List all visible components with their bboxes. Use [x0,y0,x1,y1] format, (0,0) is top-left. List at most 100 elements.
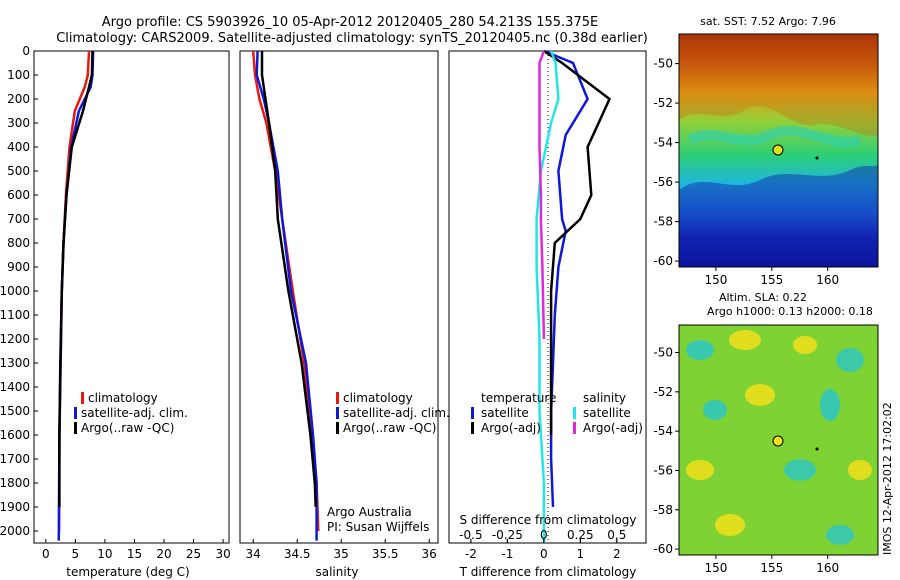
series-line-2 [543,49,612,435]
temperature-lines [57,50,95,541]
difference-legend: temperature satellite Argo(-adj) salinit… [471,391,643,435]
sla-high-5 [848,460,872,480]
salinity-note-institution: Argo Australia [327,505,412,519]
sla-low-6 [826,525,854,545]
sst-map: sat. SST: 7.52 Argo: 7.96 -50-52-54-56-5… [653,15,879,287]
x-tick-label: 36 [422,547,437,561]
sst-map-frame [678,33,879,268]
series-line-3 [260,51,317,508]
x-tick-label: -1 [501,547,513,561]
x-tick-label: 5 [72,547,80,561]
legend-swatch-t-satellite [471,407,474,419]
sla-side-label: IMOS 12-Apr-2012 17:02:02 [881,402,894,555]
x-tick-label: 34 [246,547,261,561]
map-y-tick-label: -56 [653,175,673,189]
legend-s-satellite: satellite [583,406,631,420]
legend-salinity-title: salinity [583,391,626,405]
depth-tick-labels: 0 100 200 300 400 500 600 700 800 900 1000 1100 1200… [0,44,38,538]
legend-temperature-argo: Argo(..raw -QC) [81,421,174,435]
x-tick-label: 1 [577,547,585,561]
depth-tick-label: 100 [7,68,30,82]
x-tick-label: 2 [613,547,621,561]
x-tick-label: 0.25 [567,528,594,542]
legend-salinity-satellite: satellite-adj. clim. [343,406,450,420]
x-tick-label: 35.5 [372,547,399,561]
sla-map: Altim. SLA: 0.22 Argo h1000: 0.13 h2000:… [653,291,894,575]
legend-swatch-argo [336,422,339,434]
legend-salinity-argo: Argo(..raw -QC) [343,421,436,435]
sla-high-6 [715,514,745,536]
map-y-tick-label: -58 [653,503,673,517]
salinity-xlabel: salinity [315,565,358,579]
map-x-tick-label: 160 [816,273,839,287]
map-y-tick-label: -54 [653,136,673,150]
map-y-tick-label: -50 [653,346,673,360]
sla-argo-marker [772,435,784,447]
x-tick-label: 20 [156,547,171,561]
s-difference-ticks: -0.5 -0.25 0 0.25 0.5 [459,528,626,543]
temperature-panel: 0100200300400500600700800900100011001200… [0,44,231,579]
sst-y-ticks: -50 -52 -54 -56 -58 -60 [653,57,679,268]
map-y-tick-label: -50 [653,57,673,71]
sla-x-ticks: 150 155 160 [704,555,839,575]
depth-tick-label: 1000 [0,284,30,298]
sst-cold-region [679,165,878,267]
map-x-tick-label: 150 [704,561,727,575]
difference-axes [448,50,647,544]
legend-swatch-t-argo [471,422,474,434]
depth-tick-label: 1700 [0,452,30,466]
x-tick-label: 35 [334,547,349,561]
map-x-tick-label: 150 [704,273,727,287]
sst-argo-marker [772,144,784,156]
depth-tick-label: 200 [7,92,30,106]
map-y-tick-label: -60 [653,542,673,556]
x-tick-label: 10 [97,547,112,561]
series-line-1 [535,50,560,543]
salinity-x-ticks: 34 34.5 35 35.5 36 [246,539,437,561]
legend-temperature-title: temperature [481,391,556,405]
sst-warm-region [679,34,878,136]
series-line-3 [58,50,94,507]
series-line-2 [255,50,318,541]
sla-low-5 [784,459,816,481]
map-y-tick-label: -60 [653,254,673,268]
salinity-axes [239,50,439,544]
depth-tick-label: 400 [7,140,30,154]
salinity-note-pi: PI: Susan Wijffels [327,520,429,534]
map-x-tick-label: 155 [760,273,783,287]
legend-s-argo: Argo(-adj) [583,421,643,435]
sla-low-4 [820,389,840,421]
legend-swatch-satellite [74,407,77,419]
x-tick-label: 0 [540,547,548,561]
sla-low-1 [686,340,714,360]
sst-map-title: sat. SST: 7.52 Argo: 7.96 [700,15,836,28]
legend-t-satellite: satellite [481,406,529,420]
sla-secondary-marker [815,447,819,451]
x-tick-label: -0.5 [459,528,482,542]
x-tick-label: 15 [127,547,142,561]
x-tick-label: 25 [186,547,201,561]
depth-tick-label: 300 [7,116,30,130]
temperature-legend: climatology satellite-adj. clim. Argo(..… [74,391,188,435]
sla-high-1 [729,330,761,350]
sst-x-ticks: 150 155 160 [704,267,839,287]
sla-low-3 [703,400,727,420]
sla-map-title-2: Argo h1000: 0.13 h2000: 0.18 [707,305,873,318]
x-tick-label: 0.5 [607,528,626,542]
sla-map-title-1: Altim. SLA: 0.22 [719,291,807,304]
legend-temperature-climatology: climatology [88,391,158,405]
map-y-tick-label: -54 [653,424,673,438]
legend-salinity-climatology: climatology [343,391,413,405]
map-y-tick-label: -56 [653,463,673,477]
sst-front [687,125,862,147]
x-tick-label: 34.5 [284,547,311,561]
legend-swatch-s-argo [573,422,576,434]
depth-tick-label: 900 [7,260,30,274]
temperature-axes [33,50,230,544]
t-difference-xlabel: T difference from climatology [459,565,637,579]
depth-tick-label: 1500 [0,404,30,418]
difference-panel: -0.5 -0.25 0 0.25 0.5 -2 -1 0 1 2 S difference f… [448,49,647,579]
legend-swatch-argo [74,422,77,434]
difference-lines [535,49,612,543]
x-tick-label: -2 [465,547,477,561]
